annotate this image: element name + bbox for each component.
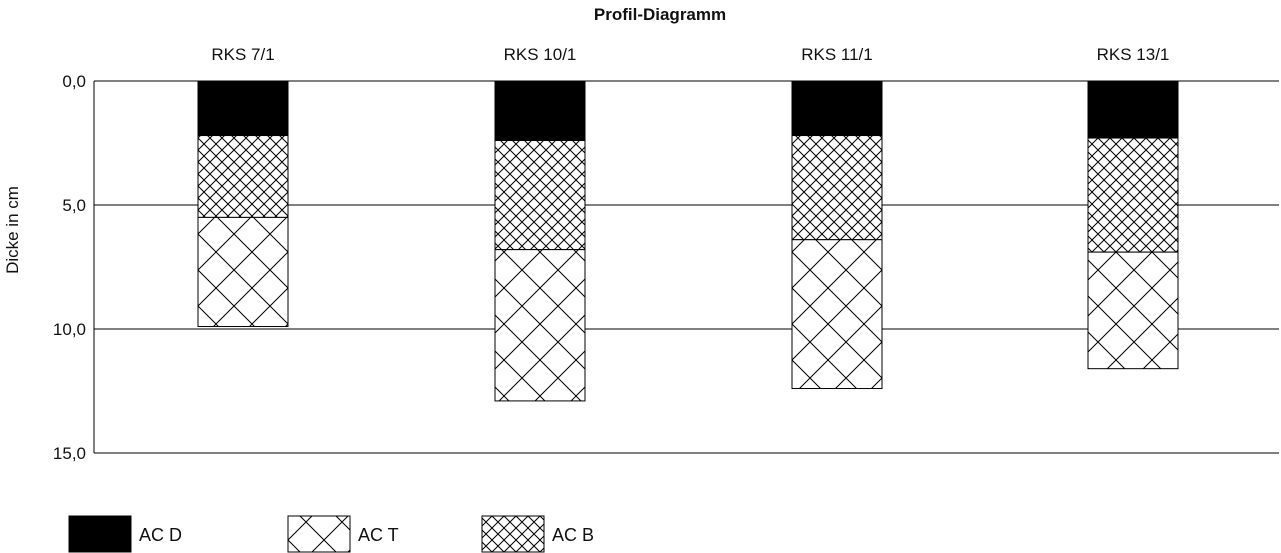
y-tick-label: 0,0 — [62, 72, 86, 91]
category-label-rks-11-1: RKS 11/1 — [801, 45, 873, 64]
y-axis-label: Dicke in cm — [3, 186, 22, 274]
category-labels: RKS 7/1 RKS 10/1 RKS 11/1 RKS 13/1 — [211, 45, 1169, 64]
bar-segment-rks-11-1-ac-b — [791, 135, 883, 241]
y-tick-label: 5,0 — [62, 196, 86, 215]
category-label-rks-13-1: RKS 13/1 — [1097, 45, 1170, 64]
legend: AC D AC T AC B — [68, 515, 594, 553]
category-label-rks-7-1: RKS 7/1 — [211, 45, 274, 64]
bar-segment-rks-10-1-ac-b — [494, 140, 586, 251]
bar-segment-rks-13-1-ac-d — [1087, 80, 1179, 139]
legend-label-ac-b: AC B — [552, 525, 594, 545]
bar-segment-rks-7-1-ac-b — [197, 135, 289, 218]
bar-segment-rks-10-1-ac-t — [494, 249, 586, 402]
legend-label-ac-t: AC T — [358, 525, 399, 545]
gridlines — [93, 80, 1279, 454]
y-tick-label: 10,0 — [53, 320, 86, 339]
bar-segment-rks-7-1-ac-t — [197, 216, 289, 328]
bars — [197, 80, 1179, 402]
bar-segment-rks-13-1-ac-t — [1087, 251, 1179, 370]
y-tick-labels: 0,0 5,0 10,0 15,0 — [53, 72, 86, 463]
legend-swatch-ac-t — [287, 515, 351, 553]
bar-segment-rks-11-1-ac-d — [791, 80, 883, 137]
bar-segment-rks-7-1-ac-d — [197, 80, 289, 137]
category-label-rks-10-1: RKS 10/1 — [504, 45, 577, 64]
bar-segment-rks-13-1-ac-b — [1087, 137, 1179, 253]
bar-segment-rks-10-1-ac-d — [494, 80, 586, 142]
y-tick-label: 15,0 — [53, 444, 86, 463]
legend-label-ac-d: AC D — [139, 525, 182, 545]
chart-title: Profil-Diagramm — [594, 5, 726, 24]
legend-swatch-ac-b — [481, 515, 545, 553]
legend-swatch-ac-d — [68, 515, 132, 553]
bar-segment-rks-11-1-ac-t — [791, 239, 883, 390]
